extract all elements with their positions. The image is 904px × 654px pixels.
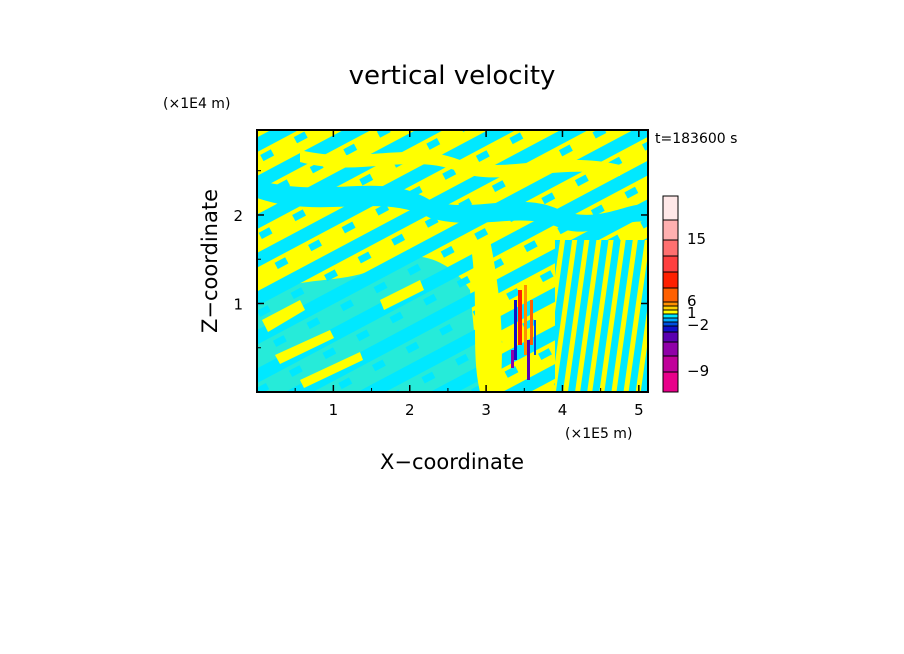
field-lower-left-region: [257, 256, 480, 392]
colorbar-level: [662, 219, 679, 241]
colorbar-level: [662, 331, 679, 343]
colorbar-level: [662, 287, 679, 303]
colorbar-level: [662, 309, 679, 315]
colorbar-level: [662, 255, 679, 273]
colorbar-level: [662, 271, 679, 289]
colorbar-level: [662, 325, 679, 333]
colorbar-tick-label: 6: [687, 292, 697, 310]
y-axis-ticks: 12: [233, 170, 648, 349]
updraft-core-red: [518, 290, 522, 345]
x-axis-ticks: 1 2 3 4 5: [294, 130, 644, 419]
colorbar-tick-label: 1: [687, 304, 697, 322]
colorbar-level: [662, 195, 679, 221]
updraft-core: [511, 285, 536, 380]
plot-frame: [256, 129, 649, 393]
x-axis-label: X−coordinate: [380, 450, 524, 474]
colorbar-level: [662, 355, 679, 373]
downdraft-core-blue: [514, 300, 517, 360]
field-upper-bands-2: [300, 150, 620, 178]
field-upper-bands: [257, 180, 648, 232]
colorbar-level: [662, 305, 679, 311]
y-scale-label: (×1E4 m): [163, 96, 230, 112]
updraft-core-orange: [524, 285, 527, 355]
colorbar-tick-label: −2: [687, 316, 709, 334]
field-lower-left-streaks: [262, 280, 424, 388]
downdraft-core-magenta: [511, 350, 514, 368]
colorbar: −9 −216 15: [662, 195, 709, 393]
colorbar-tick-label: 15: [687, 230, 706, 248]
x-tick-label: 4: [558, 401, 568, 419]
colorbar-level: [662, 317, 679, 323]
x-tick-label: 5: [634, 401, 644, 419]
velocity-field: [257, 130, 648, 392]
x-tick-label: 1: [329, 401, 339, 419]
colorbar-level: [662, 313, 679, 319]
colorbar-level: [662, 301, 679, 307]
colorbar-level: [662, 371, 679, 393]
downdraft-core-purple: [527, 340, 530, 380]
field-central-column: [470, 240, 502, 392]
updraft-core-red-2: [530, 300, 533, 345]
chart-title: vertical velocity: [349, 61, 556, 91]
y-tick-label: 2: [233, 207, 243, 225]
field-right-stripes: [555, 240, 648, 392]
y-tick-label: 1: [233, 295, 243, 313]
x-tick-label: 3: [481, 401, 491, 419]
downdraft-core-blue-2: [534, 320, 536, 355]
x-tick-label: 2: [405, 401, 415, 419]
colorbar-level: [662, 239, 679, 257]
colorbar-level: [662, 321, 679, 327]
time-label: t=183600 s: [655, 131, 737, 147]
y-axis-label: Z−coordinate: [198, 189, 222, 333]
colorbar-tick-label: −9: [687, 362, 709, 380]
colorbar-level: [662, 341, 679, 357]
x-scale-label: (×1E5 m): [565, 426, 632, 442]
